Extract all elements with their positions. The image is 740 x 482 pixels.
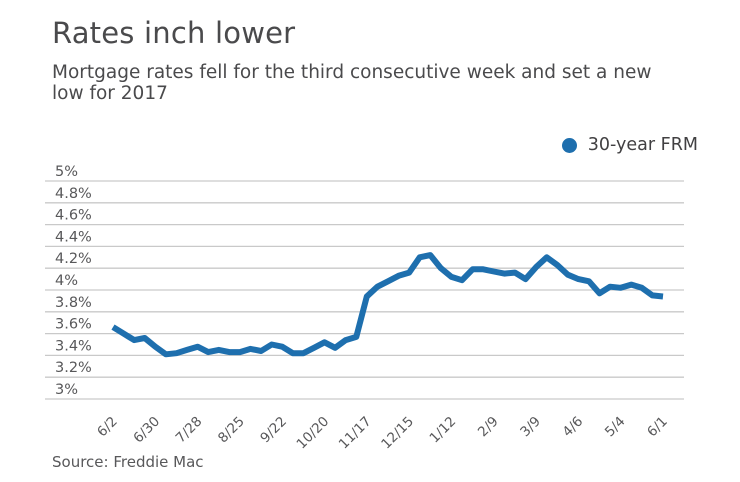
x-tick-label: 6/1 (644, 414, 671, 441)
x-tick-label: 12/15 (378, 414, 417, 453)
y-tick-label: 4% (55, 273, 78, 289)
y-tick-label: 4.8% (55, 186, 92, 202)
x-tick-label: 3/9 (517, 414, 544, 441)
legend-label: 30-year FRM (587, 135, 698, 155)
y-tick-label: 3% (55, 382, 78, 398)
y-tick-label: 5% (55, 164, 78, 180)
y-tick-label: 3.4% (55, 338, 92, 354)
x-tick-label: 6/2 (94, 414, 121, 441)
series-line-30-year-frm (111, 252, 664, 358)
y-tick-label: 4.2% (55, 251, 92, 267)
x-tick-label: 8/25 (215, 414, 248, 447)
x-tick-label: 1/12 (427, 414, 460, 447)
x-tick-label: 9/22 (257, 414, 290, 447)
source-note: Source: Freddie Mac (52, 453, 204, 471)
x-tick-label: 4/6 (560, 414, 587, 441)
x-tick-label: 7/28 (173, 414, 206, 447)
page-subtitle: Mortgage rates fell for the third consec… (52, 62, 652, 104)
y-tick-label: 3.2% (55, 360, 92, 376)
x-tick-label: 11/17 (336, 414, 375, 453)
legend: 30-year FRM (561, 135, 698, 155)
x-tick-label: 6/30 (130, 414, 163, 447)
y-tick-label: 3.6% (55, 317, 92, 333)
y-tick-label: 4.4% (55, 229, 92, 245)
page-title: Rates inch lower (52, 16, 296, 50)
legend-dot-icon (561, 137, 577, 153)
y-tick-label: 4.6% (55, 208, 92, 224)
x-tick-label: 5/4 (602, 414, 629, 441)
x-tick-label: 10/20 (294, 414, 333, 453)
x-tick-label: 2/9 (475, 414, 502, 441)
y-tick-label: 3.8% (55, 295, 92, 311)
